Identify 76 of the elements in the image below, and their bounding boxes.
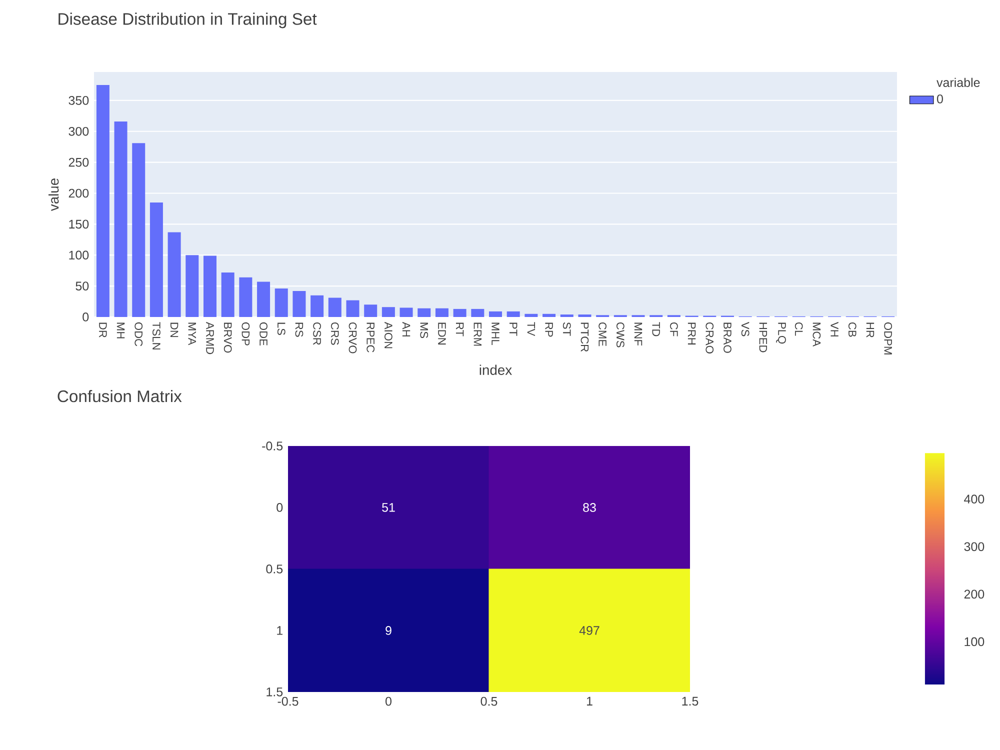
x-tick-label: CF <box>670 322 678 336</box>
x-tick-label: RT <box>456 322 464 336</box>
x-tick-label: AH <box>402 322 410 336</box>
y-tick-label: 1.5 <box>266 688 283 696</box>
x-tick-label: EDN <box>438 322 446 344</box>
chart-title: Disease Distribution in Training Set <box>58 12 317 28</box>
x-tick-label: HPED <box>759 322 767 352</box>
color-bar-label: 300 <box>964 542 984 552</box>
legend-label: 0 <box>936 94 943 104</box>
x-tick-label: PRH <box>688 322 696 344</box>
color-bar-label: 400 <box>964 494 984 504</box>
x-tick-label: TSLN <box>152 322 160 350</box>
data-label: 9 <box>386 626 392 635</box>
x-tick-label: ODP <box>242 322 250 346</box>
x-tick-label: MS <box>420 322 428 338</box>
y-tick-label: 300 <box>68 126 89 136</box>
x-tick-label: DN <box>170 322 178 338</box>
x-tick-label: MNF <box>634 322 642 346</box>
x-tick-label: 0.5 <box>480 696 498 706</box>
y-tick-label: 100 <box>69 250 89 260</box>
x-tick-label: CME <box>598 322 606 346</box>
x-tick-label: TV <box>527 322 536 336</box>
x-tick-label: CB <box>848 322 856 337</box>
x-tick-label: LS <box>277 322 286 335</box>
y-axis-title: value <box>48 178 59 212</box>
x-tick-label: RPEC <box>366 322 375 352</box>
x-tick-label: ODC <box>134 322 143 346</box>
x-tick-label: CRVO <box>348 322 357 354</box>
x-tick-label: MCA <box>812 322 821 347</box>
x-tick-label: BRAO <box>724 322 732 353</box>
x-tick-label: MHL <box>492 322 500 345</box>
y-tick-label: 250 <box>68 158 89 167</box>
x-tick-label: PLQ <box>776 322 786 344</box>
x-tick-label: MYA <box>188 322 196 346</box>
x-tick-label: CWS <box>616 322 624 348</box>
y-tick-label: -0.5 <box>262 442 283 450</box>
x-tick-label: 1.5 <box>682 696 698 706</box>
color-bar-label: 100 <box>964 637 984 646</box>
data-label: 51 <box>382 503 395 512</box>
y-tick-label: 1 <box>277 626 282 635</box>
x-tick-label: ERM <box>474 322 482 346</box>
color-bar-label: 200 <box>964 590 984 599</box>
y-tick-label: 0 <box>82 312 89 322</box>
data-label: 83 <box>583 503 596 512</box>
y-tick-label: 0.5 <box>266 564 283 574</box>
x-tick-label: VS <box>741 322 750 336</box>
x-tick-label: AION <box>384 322 392 348</box>
x-tick-label: HR <box>866 322 874 338</box>
x-tick-label: TD <box>652 322 660 336</box>
x-tick-label: MH <box>116 322 125 338</box>
x-tick-label: RP <box>545 322 553 337</box>
y-tick-label: 150 <box>69 220 89 229</box>
x-tick-label: PTCR <box>580 322 589 352</box>
x-tick-label: RS <box>295 322 304 337</box>
text: Confusion Matrix <box>58 390 182 402</box>
x-tick-label: ARMD <box>206 322 214 354</box>
x-tick-label: 0 <box>386 696 392 706</box>
x-tick-label: CL <box>794 322 803 336</box>
x-tick-label: CRAO <box>706 322 714 354</box>
x-tick-label: BRVO <box>224 322 232 353</box>
legend-title: variable <box>936 78 980 88</box>
x-tick-label: VH <box>830 322 838 336</box>
x-tick-label: DR <box>99 322 107 338</box>
x-tick-label: ODPM <box>884 322 892 354</box>
data-label: 497 <box>579 626 600 635</box>
x-tick-label: CRS <box>330 322 339 345</box>
y-tick-label: 350 <box>68 96 89 105</box>
x-tick-label: PT <box>510 322 518 336</box>
y-tick-label: 0 <box>276 503 283 512</box>
y-tick-label: 200 <box>68 188 89 198</box>
x-tick-label: ST <box>562 322 571 336</box>
y-tick-label: 50 <box>76 282 89 290</box>
x-tick-label: ODE <box>260 322 268 346</box>
x-tick-label: CSR <box>313 322 321 345</box>
x-tick-label: 1 <box>586 696 592 706</box>
x-axis-title: index <box>480 364 512 375</box>
